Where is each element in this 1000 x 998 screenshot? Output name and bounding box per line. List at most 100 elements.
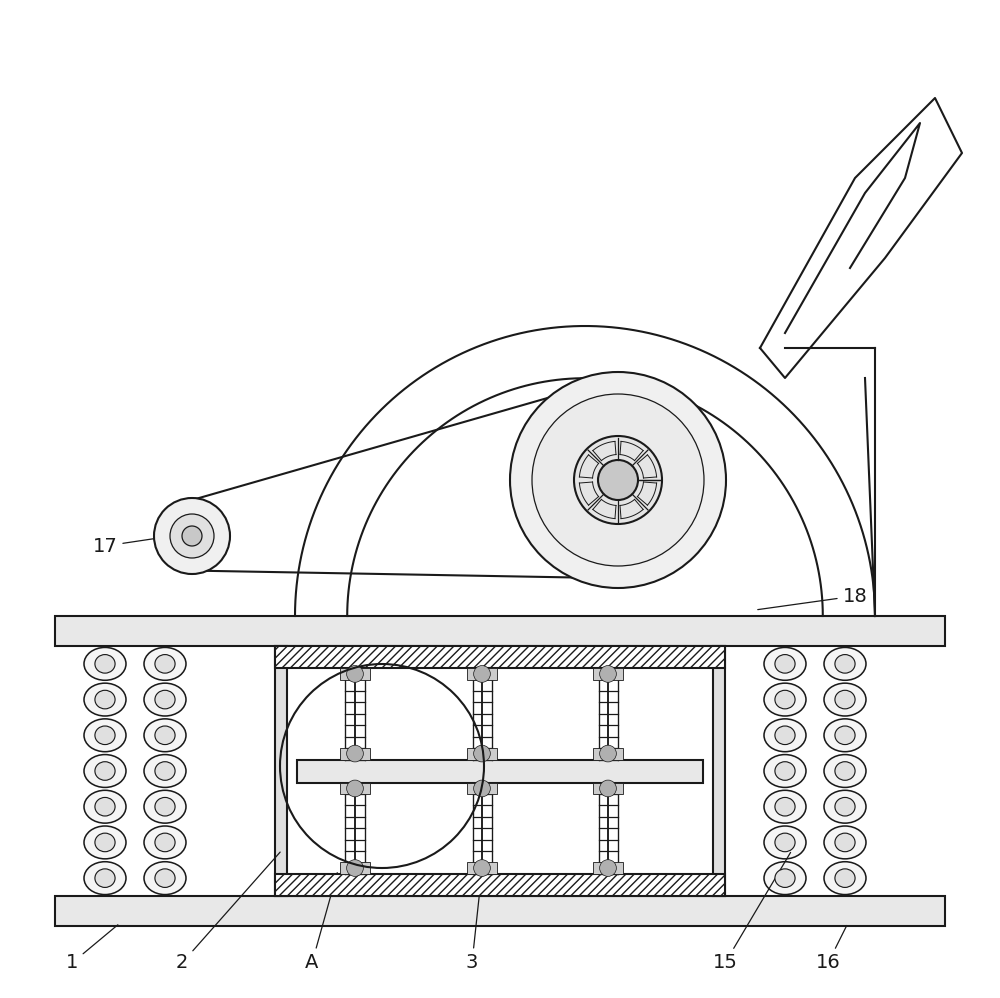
- Circle shape: [347, 666, 363, 683]
- Circle shape: [154, 498, 230, 574]
- Ellipse shape: [144, 719, 186, 751]
- Circle shape: [170, 514, 214, 558]
- Bar: [275, 646, 725, 668]
- Ellipse shape: [95, 761, 115, 780]
- Circle shape: [347, 746, 363, 761]
- Ellipse shape: [155, 869, 175, 887]
- Circle shape: [474, 859, 490, 876]
- Ellipse shape: [95, 797, 115, 816]
- Ellipse shape: [84, 684, 126, 716]
- Bar: [467, 782, 497, 794]
- Ellipse shape: [84, 861, 126, 894]
- Ellipse shape: [764, 719, 806, 751]
- Text: A: A: [305, 872, 337, 972]
- Ellipse shape: [824, 826, 866, 859]
- Ellipse shape: [775, 761, 795, 780]
- Ellipse shape: [835, 691, 855, 709]
- Circle shape: [347, 780, 363, 796]
- Circle shape: [574, 436, 662, 524]
- Circle shape: [600, 746, 616, 761]
- Bar: [340, 862, 370, 874]
- Ellipse shape: [775, 726, 795, 745]
- Ellipse shape: [144, 648, 186, 681]
- Circle shape: [347, 859, 363, 876]
- Circle shape: [598, 460, 638, 500]
- Ellipse shape: [84, 790, 126, 823]
- Ellipse shape: [155, 797, 175, 816]
- Ellipse shape: [95, 833, 115, 851]
- Ellipse shape: [835, 797, 855, 816]
- Bar: [467, 748, 497, 759]
- Ellipse shape: [764, 861, 806, 894]
- Bar: [55, 616, 945, 646]
- Ellipse shape: [775, 869, 795, 887]
- Ellipse shape: [835, 761, 855, 780]
- Ellipse shape: [144, 754, 186, 787]
- Ellipse shape: [824, 684, 866, 716]
- Ellipse shape: [155, 691, 175, 709]
- Ellipse shape: [764, 648, 806, 681]
- Ellipse shape: [835, 833, 855, 851]
- Circle shape: [182, 526, 202, 546]
- Ellipse shape: [775, 691, 795, 709]
- Text: 16: 16: [816, 925, 847, 972]
- Text: 1: 1: [66, 925, 118, 972]
- Ellipse shape: [835, 869, 855, 887]
- Ellipse shape: [144, 861, 186, 894]
- Circle shape: [600, 666, 616, 683]
- Ellipse shape: [155, 833, 175, 851]
- Ellipse shape: [824, 790, 866, 823]
- Ellipse shape: [824, 719, 866, 751]
- Ellipse shape: [155, 655, 175, 673]
- Ellipse shape: [84, 719, 126, 751]
- Circle shape: [474, 666, 490, 683]
- Bar: [340, 782, 370, 794]
- Bar: [713, 646, 725, 896]
- Text: 17: 17: [93, 536, 169, 556]
- Bar: [55, 896, 945, 926]
- Ellipse shape: [95, 655, 115, 673]
- Bar: [593, 862, 623, 874]
- Text: 18: 18: [758, 587, 867, 610]
- Circle shape: [474, 780, 490, 796]
- Ellipse shape: [835, 726, 855, 745]
- Ellipse shape: [155, 726, 175, 745]
- Bar: [340, 748, 370, 759]
- Text: 15: 15: [713, 852, 791, 972]
- Ellipse shape: [764, 754, 806, 787]
- Ellipse shape: [764, 684, 806, 716]
- Ellipse shape: [95, 726, 115, 745]
- Circle shape: [600, 859, 616, 876]
- Bar: [340, 668, 370, 680]
- Circle shape: [532, 394, 704, 566]
- Circle shape: [600, 780, 616, 796]
- Ellipse shape: [764, 790, 806, 823]
- Ellipse shape: [155, 761, 175, 780]
- Circle shape: [474, 746, 490, 761]
- Ellipse shape: [775, 655, 795, 673]
- Ellipse shape: [84, 754, 126, 787]
- Bar: [593, 748, 623, 759]
- Text: 3: 3: [466, 873, 482, 972]
- Bar: [275, 874, 725, 896]
- Bar: [593, 782, 623, 794]
- Ellipse shape: [824, 648, 866, 681]
- Ellipse shape: [775, 797, 795, 816]
- Ellipse shape: [835, 655, 855, 673]
- Bar: [297, 759, 703, 782]
- Ellipse shape: [775, 833, 795, 851]
- Ellipse shape: [84, 826, 126, 859]
- Bar: [467, 862, 497, 874]
- Ellipse shape: [824, 861, 866, 894]
- Circle shape: [510, 372, 726, 588]
- Text: 2: 2: [176, 852, 280, 972]
- Bar: [593, 668, 623, 680]
- Ellipse shape: [764, 826, 806, 859]
- Bar: [275, 646, 287, 896]
- Ellipse shape: [144, 790, 186, 823]
- Bar: [467, 668, 497, 680]
- Ellipse shape: [144, 684, 186, 716]
- Ellipse shape: [95, 869, 115, 887]
- Ellipse shape: [824, 754, 866, 787]
- Ellipse shape: [144, 826, 186, 859]
